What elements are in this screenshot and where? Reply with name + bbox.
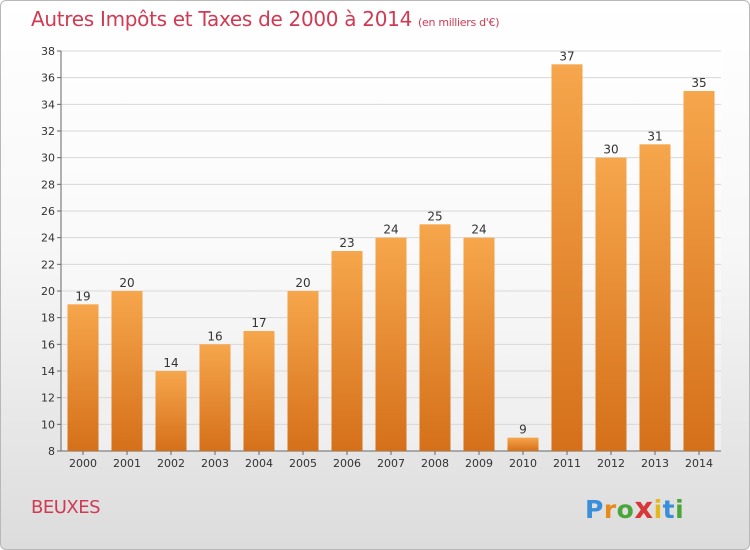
x-tick-label: 2009	[465, 457, 493, 470]
y-tick-label: 38	[41, 45, 55, 58]
x-tick-label: 2003	[201, 457, 229, 470]
y-tick-label: 30	[41, 152, 55, 165]
data-label: 14	[163, 356, 178, 370]
data-label: 16	[207, 329, 222, 343]
y-tick-label: 28	[41, 178, 55, 191]
bar	[287, 291, 319, 451]
proxiti-logo: Proxiti	[585, 491, 684, 525]
y-tick-label: 32	[41, 125, 55, 138]
bar	[507, 437, 539, 451]
data-label: 35	[691, 76, 706, 90]
data-label: 30	[603, 143, 618, 157]
bar	[375, 237, 407, 451]
data-label: 20	[295, 276, 310, 290]
x-tick-label: 2010	[509, 457, 537, 470]
x-tick-label: 2002	[157, 457, 185, 470]
data-label: 24	[471, 223, 486, 237]
x-tick-label: 2006	[333, 457, 361, 470]
y-tick-label: 36	[41, 72, 55, 85]
bar	[419, 224, 451, 451]
x-tick-label: 2012	[597, 457, 625, 470]
x-tick-label: 2007	[377, 457, 405, 470]
data-label: 9	[519, 423, 527, 437]
data-label: 19	[75, 289, 90, 303]
data-label: 17	[251, 316, 266, 330]
logo-letter: r	[603, 495, 617, 524]
data-label: 24	[383, 223, 398, 237]
bar	[331, 251, 363, 451]
bar	[67, 304, 99, 451]
x-tick-label: 2001	[113, 457, 141, 470]
y-tick-label: 12	[41, 392, 55, 405]
y-tick-label: 10	[41, 418, 55, 431]
data-label: 20	[119, 276, 134, 290]
data-label: 31	[647, 129, 662, 143]
x-tick-label: 2008	[421, 457, 449, 470]
title-unit: (en milliers d'€)	[418, 16, 500, 29]
logo-letter: P	[585, 495, 604, 524]
x-tick-label: 2004	[245, 457, 273, 470]
data-label: 23	[339, 236, 354, 250]
y-tick-label: 14	[41, 365, 55, 378]
data-label: 37	[559, 49, 574, 63]
title-text: Autres Impôts et Taxes de 2000 à 2014	[31, 7, 412, 31]
y-tick-label: 20	[41, 285, 55, 298]
logo-letter: t	[662, 495, 676, 524]
commune-name: BEUXES	[31, 497, 101, 518]
bar	[639, 144, 671, 452]
bar	[111, 291, 143, 451]
bar	[199, 344, 231, 451]
x-tick-label: 2000	[69, 457, 97, 470]
bar	[683, 91, 715, 451]
logo-letter: x	[634, 491, 654, 525]
bar	[551, 64, 583, 452]
x-tick-label: 2005	[289, 457, 317, 470]
y-tick-label: 16	[41, 338, 55, 351]
bar	[155, 371, 187, 451]
bar	[463, 237, 495, 451]
y-tick-label: 34	[41, 98, 55, 111]
x-tick-label: 2014	[685, 457, 713, 470]
y-tick-label: 26	[41, 205, 55, 218]
data-label: 25	[427, 209, 442, 223]
x-tick-label: 2011	[553, 457, 581, 470]
x-tick-label: 2013	[641, 457, 669, 470]
chart-title: Autres Impôts et Taxes de 2000 à 2014 (en…	[31, 7, 499, 31]
y-tick-label: 8	[48, 445, 55, 458]
logo-letter: o	[616, 495, 635, 524]
logo-letter: i	[653, 495, 663, 524]
logo-letter: i	[675, 495, 685, 524]
bar	[595, 157, 627, 451]
bar	[243, 331, 275, 451]
y-tick-label: 22	[41, 258, 55, 271]
y-tick-label: 18	[41, 312, 55, 325]
y-tick-label: 24	[41, 232, 55, 245]
